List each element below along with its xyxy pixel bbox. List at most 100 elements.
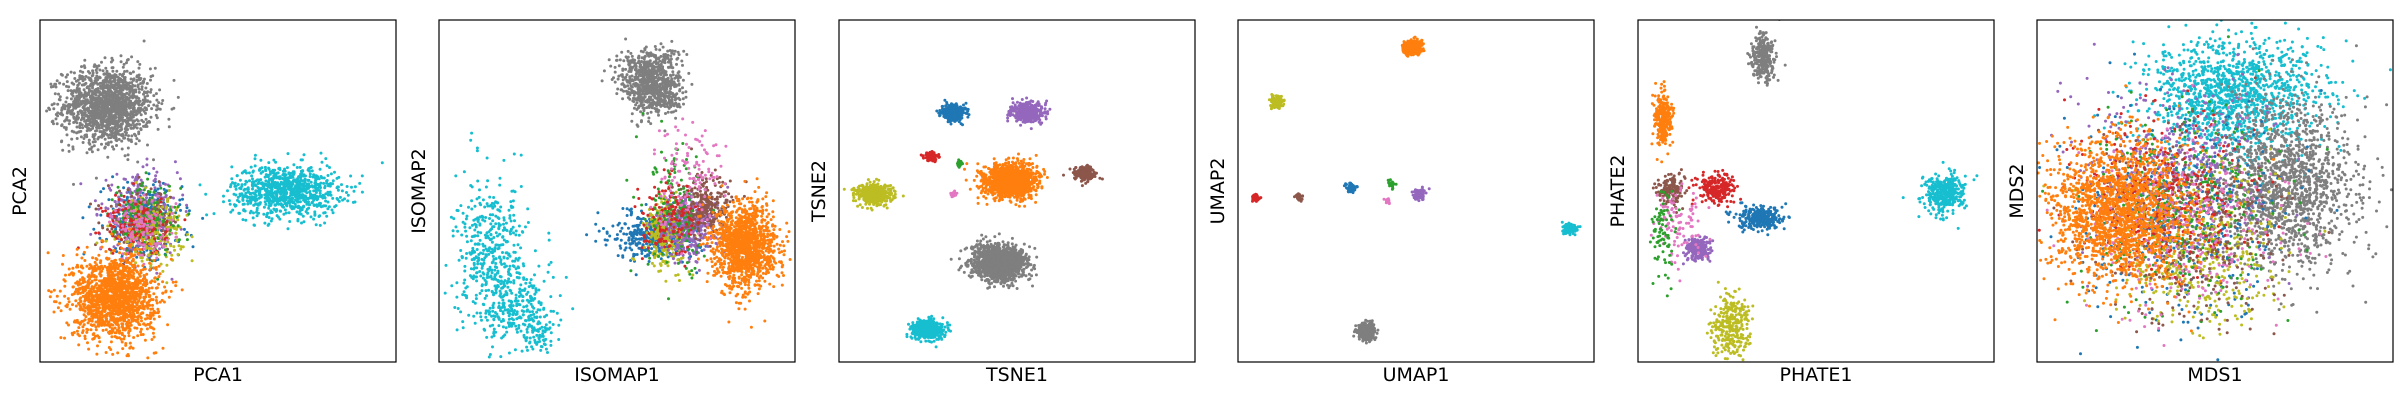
scatter-point bbox=[124, 128, 128, 132]
scatter-point bbox=[148, 100, 152, 104]
scatter-point bbox=[135, 223, 139, 227]
scatter-point bbox=[190, 259, 194, 263]
scatter-point bbox=[164, 194, 168, 197]
scatter-point bbox=[139, 113, 143, 117]
scatter-point bbox=[147, 246, 151, 250]
scatter-point bbox=[84, 92, 88, 96]
scatter-point bbox=[107, 141, 111, 145]
scatter-point bbox=[138, 107, 142, 110]
scatter-point bbox=[122, 98, 126, 102]
scatter-point bbox=[63, 119, 67, 123]
scatter-point bbox=[121, 224, 124, 228]
scatter-point bbox=[142, 250, 146, 254]
scatter-point bbox=[222, 194, 225, 198]
scatter-point bbox=[245, 180, 249, 184]
scatter-point bbox=[267, 206, 271, 210]
scatter-point bbox=[181, 193, 185, 197]
scatter-point bbox=[142, 92, 145, 96]
scatter-point bbox=[120, 122, 124, 126]
scatter-point bbox=[93, 63, 97, 67]
scatter-point bbox=[120, 79, 124, 82]
scatter-point bbox=[126, 188, 130, 192]
scatter-point bbox=[173, 248, 176, 252]
scatter-point bbox=[252, 180, 256, 184]
scatter-point bbox=[122, 194, 126, 198]
scatter-point bbox=[144, 106, 148, 110]
scatter-point bbox=[346, 193, 350, 197]
scatter-point bbox=[103, 137, 107, 141]
scatter-point bbox=[106, 228, 109, 231]
scatter-point bbox=[110, 232, 114, 236]
scatter-point bbox=[66, 89, 70, 93]
scatter-point bbox=[145, 193, 149, 196]
scatter-point bbox=[57, 98, 61, 101]
scatter-point bbox=[109, 60, 113, 64]
scatter-point bbox=[76, 84, 80, 87]
scatter-point bbox=[101, 226, 105, 230]
scatter-point bbox=[124, 96, 128, 100]
scatter-point bbox=[163, 242, 166, 246]
scatter-point bbox=[17, 95, 20, 98]
scatter-point bbox=[99, 190, 103, 194]
scatter-point bbox=[318, 189, 322, 193]
scatter-point bbox=[253, 153, 257, 157]
scatter-point bbox=[318, 201, 322, 205]
scatter-point bbox=[296, 217, 300, 221]
scatter-point bbox=[125, 237, 129, 241]
scatter-point bbox=[160, 102, 164, 106]
scatter-point bbox=[137, 212, 141, 216]
scatter-point bbox=[126, 104, 130, 108]
scatter-point bbox=[125, 69, 129, 73]
scatter-point bbox=[75, 247, 79, 251]
scatter-point bbox=[82, 88, 86, 92]
scatter-point bbox=[255, 210, 258, 214]
scatter-point bbox=[114, 120, 118, 124]
scatter-point bbox=[134, 261, 138, 265]
scatter-point bbox=[279, 180, 283, 184]
scatter-point bbox=[84, 81, 88, 85]
scatter-point bbox=[147, 199, 151, 202]
scatter-point bbox=[124, 110, 128, 114]
scatter-point bbox=[282, 177, 286, 181]
scatter-point bbox=[242, 202, 246, 206]
scatter-point bbox=[64, 127, 68, 131]
scatter-point bbox=[111, 145, 114, 149]
scatter-point bbox=[133, 233, 137, 237]
scatter-point bbox=[90, 89, 94, 93]
scatter-point bbox=[65, 80, 69, 84]
scatter-point bbox=[289, 194, 292, 198]
scatter-point bbox=[285, 183, 288, 187]
scatter-point bbox=[312, 217, 316, 221]
scatter-point bbox=[141, 80, 145, 83]
scatter-point bbox=[170, 277, 174, 281]
scatter-point bbox=[139, 198, 143, 202]
scatter-point bbox=[57, 92, 60, 96]
scatter-point bbox=[115, 250, 119, 254]
scatter-point bbox=[129, 345, 133, 349]
scatter-point bbox=[80, 256, 84, 260]
scatter-point bbox=[84, 134, 88, 138]
scatter-point bbox=[142, 109, 146, 113]
scatter-point bbox=[145, 91, 149, 95]
scatter-point bbox=[123, 78, 127, 82]
scatter-point bbox=[124, 258, 128, 262]
scatter-point bbox=[124, 227, 128, 231]
scatter-point bbox=[300, 171, 304, 175]
scatter-point bbox=[290, 184, 294, 188]
scatter-point bbox=[322, 181, 326, 185]
scatter-point bbox=[144, 111, 147, 115]
scatter-point bbox=[109, 223, 113, 227]
scatter-point bbox=[104, 351, 108, 354]
scatter-point bbox=[296, 206, 300, 210]
scatter-point bbox=[125, 196, 129, 200]
scatter-point bbox=[251, 177, 254, 181]
scatter-point bbox=[121, 105, 125, 109]
scatter-point bbox=[110, 183, 114, 187]
scatter-point bbox=[245, 187, 249, 191]
scatter-point bbox=[68, 119, 71, 123]
scatter-point bbox=[283, 197, 287, 201]
scatter-point bbox=[108, 247, 111, 251]
scatter-point bbox=[158, 226, 162, 230]
scatter-point bbox=[185, 203, 189, 207]
scatter-point bbox=[323, 221, 327, 225]
